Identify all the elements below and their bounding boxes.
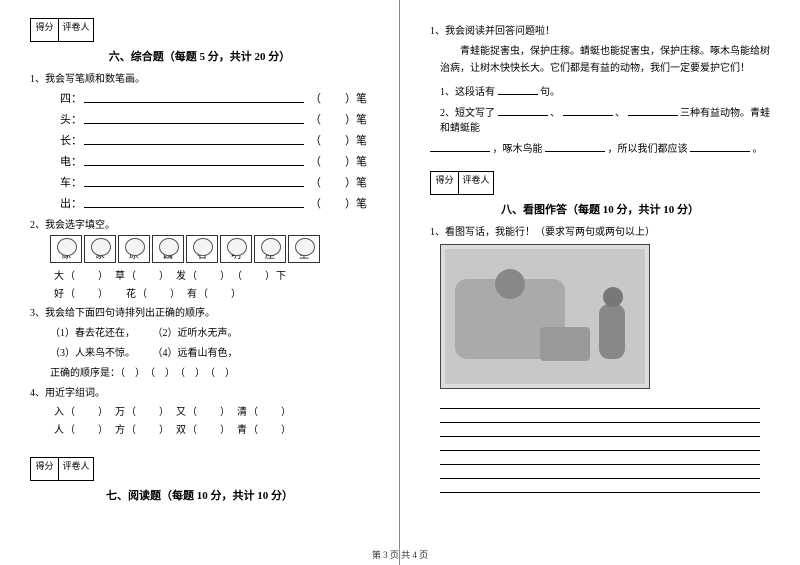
apple-cell: 坐 xyxy=(288,235,320,263)
poem-line: （1）春去花还在， （2）近听水无声。 xyxy=(50,324,369,339)
blank xyxy=(498,85,538,95)
grader-label: 评卷人 xyxy=(59,19,93,41)
paren: （ xyxy=(310,90,321,106)
stroke-line xyxy=(84,177,304,187)
sub1-text: 1、这段话有 xyxy=(440,87,495,98)
grader-label: 评卷人 xyxy=(459,172,493,194)
sub1-tail: 句。 xyxy=(540,87,560,98)
stroke-row: 出： （ ）笔 xyxy=(60,195,369,211)
fill-row-2: 好（ ） 花（ ） 有（ ） xyxy=(54,285,369,300)
writing-line xyxy=(440,479,760,493)
paren-close: ）笔 xyxy=(345,90,367,106)
apple-char: 园 xyxy=(163,246,173,261)
stroke-row: 车： （ ）笔 xyxy=(60,174,369,190)
mother-shape xyxy=(495,269,525,299)
sub-q-2b: ，啄木鸟能 ，所以我们都应该 。 xyxy=(430,140,770,155)
stroke-line xyxy=(84,135,304,145)
apple-char: 像 xyxy=(61,246,71,261)
writing-line xyxy=(440,395,760,409)
stroke-line xyxy=(84,198,304,208)
q6-3: 3、我会给下面四句诗排列出正确的顺序。 xyxy=(30,304,369,319)
apple-cell: 象 xyxy=(84,235,116,263)
score-label: 得分 xyxy=(31,458,59,480)
pair-row-1: 入（ ） 万（ ） 又（ ） 清（ ） xyxy=(54,403,369,418)
apple-char: 原 xyxy=(129,246,139,261)
q6-4: 4、用近字组词。 xyxy=(30,384,369,399)
apple-char: 象 xyxy=(95,246,105,261)
stroke-row: 四： （ ）笔 xyxy=(60,90,369,106)
char-label: 电： xyxy=(60,153,80,169)
pair-row-2: 人（ ） 方（ ） 双（ ） 青（ ） xyxy=(54,421,369,436)
section-6-title: 六、综合题（每题 5 分，共计 20 分） xyxy=(30,48,369,64)
char-label: 长： xyxy=(60,132,80,148)
stroke-line xyxy=(84,156,304,166)
blank xyxy=(628,106,678,116)
child-head-shape xyxy=(603,287,623,307)
apple-char: 坐 xyxy=(299,246,309,261)
stroke-row: 头： （ ）笔 xyxy=(60,111,369,127)
picture-box xyxy=(440,244,650,389)
apple-cell: 明 xyxy=(220,235,252,263)
poem-2: （2）近听水无声。 xyxy=(153,328,238,339)
q6-2: 2、我会选字填空。 xyxy=(30,216,369,231)
section-7-title: 七、阅读题（每题 10 分，共计 10 分） xyxy=(30,487,369,503)
writing-line xyxy=(440,437,760,451)
blank xyxy=(690,142,750,152)
blank xyxy=(563,106,613,116)
char-label: 出： xyxy=(60,195,80,211)
reading-passage: 青蛙能捉害虫，保护庄稼。蜻蜓也能捉害虫，保护庄稼。啄木鸟能给树治病，让树木快快长… xyxy=(440,43,770,77)
char-label: 四： xyxy=(60,90,80,106)
section-8-title: 八、看图作答（每题 10 分，共计 10 分） xyxy=(430,201,770,217)
poem-4: （4）远看山有色， xyxy=(153,348,238,359)
stroke-row: 长： （ ）笔 xyxy=(60,132,369,148)
poem-3: （3）人来鸟不惊。 xyxy=(50,348,130,359)
writing-line xyxy=(440,451,760,465)
stroke-row: 电： （ ）笔 xyxy=(60,153,369,169)
sub-q-2: 2、短文写了 、 、 三种有益动物。青蛙和蜻蜓能 xyxy=(440,104,770,134)
apple-char: 名 xyxy=(197,246,207,261)
writing-line xyxy=(440,423,760,437)
poem-1: （1）春去花还在， xyxy=(50,328,130,339)
score-label: 得分 xyxy=(31,19,59,41)
q8-1: 1、看图写话，我能行！（要求写两句或两句以上） xyxy=(430,223,770,238)
score-box: 得分 评卷人 xyxy=(430,171,494,195)
left-column: 得分 评卷人 六、综合题（每题 5 分，共计 20 分） 1、我会写笔顺和数笔画… xyxy=(0,0,400,565)
poem-order: 正确的顺序是：（ ） （ ） （ ） （ ） xyxy=(50,364,369,379)
poem-line: （3）人来鸟不惊。 （4）远看山有色， xyxy=(50,344,369,359)
apple-char: 明 xyxy=(231,246,241,261)
sub-q-1: 1、这段话有 句。 xyxy=(440,83,770,98)
writing-line xyxy=(440,409,760,423)
apple-cell: 名 xyxy=(186,235,218,263)
table-shape xyxy=(540,327,590,361)
char-label: 车： xyxy=(60,174,80,190)
writing-line xyxy=(440,465,760,479)
child-body-shape xyxy=(599,304,625,359)
apple-cell: 园 xyxy=(152,235,184,263)
score-box: 得分 评卷人 xyxy=(30,457,94,481)
apple-char: 座 xyxy=(265,246,275,261)
stroke-line xyxy=(84,93,304,103)
q6-1: 1、我会写笔顺和数笔画。 xyxy=(30,70,369,85)
blank xyxy=(430,142,490,152)
score-box: 得分 评卷人 xyxy=(30,18,94,42)
grader-label: 评卷人 xyxy=(59,458,93,480)
apple-cell: 座 xyxy=(254,235,286,263)
sub2-text: 2、短文写了 xyxy=(440,108,495,119)
score-label: 得分 xyxy=(431,172,459,194)
blank xyxy=(545,142,605,152)
picture-scene xyxy=(445,249,645,384)
apple-cell: 像 xyxy=(50,235,82,263)
blank xyxy=(498,106,548,116)
apple-row: 像 象 原 园 名 明 座 坐 xyxy=(50,235,369,263)
char-label: 头： xyxy=(60,111,80,127)
stroke-line xyxy=(84,114,304,124)
fill-row-1: 大（ ） 草（ ） 发（ ） （ ）下 xyxy=(54,267,369,282)
right-column: 1、我会阅读并回答问题啦！ 青蛙能捉害虫，保护庄稼。蜻蜓也能捉害虫，保护庄稼。啄… xyxy=(400,0,800,565)
q7-1: 1、我会阅读并回答问题啦！ xyxy=(430,22,770,37)
apple-cell: 原 xyxy=(118,235,150,263)
page-footer: 第 3 页 共 4 页 xyxy=(0,548,800,561)
